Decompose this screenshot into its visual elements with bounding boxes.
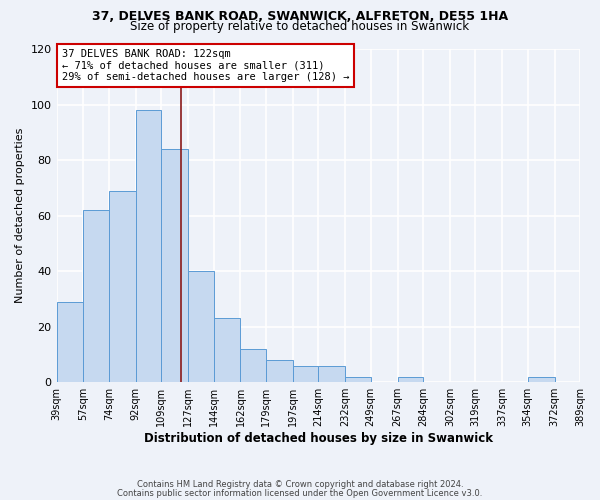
Bar xyxy=(109,190,136,382)
Text: Contains public sector information licensed under the Open Government Licence v3: Contains public sector information licen… xyxy=(118,488,482,498)
Y-axis label: Number of detached properties: Number of detached properties xyxy=(15,128,25,304)
Bar xyxy=(56,302,83,382)
Bar xyxy=(293,366,318,382)
Bar xyxy=(398,376,423,382)
X-axis label: Distribution of detached houses by size in Swanwick: Distribution of detached houses by size … xyxy=(144,432,493,445)
Bar xyxy=(161,149,188,382)
Text: 37, DELVES BANK ROAD, SWANWICK, ALFRETON, DE55 1HA: 37, DELVES BANK ROAD, SWANWICK, ALFRETON… xyxy=(92,10,508,23)
Bar xyxy=(241,349,266,382)
Bar xyxy=(318,366,345,382)
Bar xyxy=(266,360,293,382)
Bar xyxy=(136,110,161,382)
Bar xyxy=(345,376,371,382)
Bar xyxy=(527,376,554,382)
Bar xyxy=(214,318,241,382)
Text: Contains HM Land Registry data © Crown copyright and database right 2024.: Contains HM Land Registry data © Crown c… xyxy=(137,480,463,489)
Text: Size of property relative to detached houses in Swanwick: Size of property relative to detached ho… xyxy=(130,20,470,33)
Text: 37 DELVES BANK ROAD: 122sqm
← 71% of detached houses are smaller (311)
29% of se: 37 DELVES BANK ROAD: 122sqm ← 71% of det… xyxy=(62,49,349,82)
Bar xyxy=(83,210,109,382)
Bar xyxy=(188,271,214,382)
